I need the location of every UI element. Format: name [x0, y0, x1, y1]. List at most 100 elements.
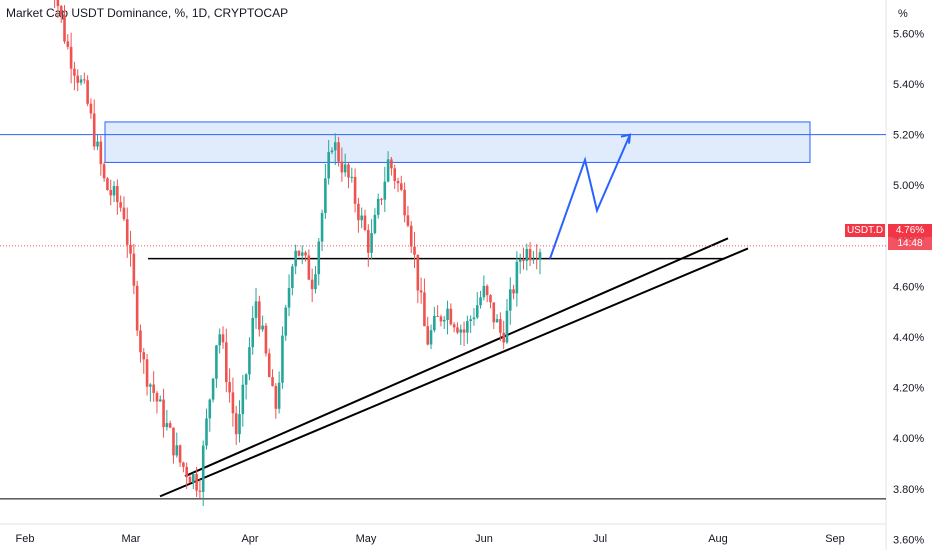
candle-body [168, 423, 172, 428]
candle-body [155, 392, 159, 402]
candle-body [178, 445, 182, 463]
candle-body [386, 159, 390, 182]
candle-body [505, 310, 509, 343]
candle-body [456, 327, 459, 333]
candle-body [287, 287, 291, 308]
candle-body [400, 183, 403, 190]
candle-body [109, 190, 113, 196]
symbol-label: USDT.D [845, 224, 885, 237]
candle-body [380, 198, 383, 200]
candle-body [165, 423, 169, 428]
candle-body [489, 295, 492, 303]
candle-body [274, 385, 278, 409]
candle-body [499, 319, 502, 333]
candle-body [492, 302, 496, 323]
candle-body [277, 382, 281, 409]
candle-body [188, 476, 192, 483]
candle-body [231, 392, 235, 414]
candle-body [145, 359, 149, 387]
candle-body [466, 321, 469, 333]
candle-body [442, 319, 446, 322]
candle-body [406, 215, 410, 226]
candle-body [99, 141, 103, 165]
candle-body [416, 254, 420, 291]
y-tick-label: 5.00% [893, 180, 924, 192]
candle-body [314, 274, 317, 290]
candle-body [248, 347, 251, 375]
candle-body [215, 345, 218, 379]
candle-body [218, 334, 222, 346]
candle-body [294, 250, 297, 267]
candle-body [383, 181, 387, 200]
candle-body [297, 250, 301, 256]
candle-body [149, 384, 152, 387]
x-tick-label: Mar [122, 533, 141, 545]
x-tick-label: Sep [825, 533, 845, 545]
candle-body [528, 248, 532, 261]
candle-body [205, 418, 208, 446]
candle-body [459, 329, 463, 333]
y-tick-label: 3.80% [893, 484, 924, 496]
x-tick-label: May [356, 533, 377, 545]
candle-body [267, 353, 271, 378]
candle-body [462, 329, 466, 333]
candle-body [106, 178, 109, 191]
candle-body [112, 186, 116, 196]
candle-body [238, 414, 241, 435]
candle-body [125, 219, 129, 245]
candle-body [350, 176, 354, 178]
candle-body [522, 259, 525, 261]
candle-body [132, 253, 136, 286]
candle-body [433, 315, 436, 331]
candle-body [482, 285, 486, 298]
candle-body [152, 384, 155, 393]
candle-body [221, 334, 225, 343]
candle-body [86, 80, 89, 104]
candle-body [469, 319, 472, 322]
candle-body [191, 474, 195, 483]
candle-body [122, 207, 126, 220]
projection-path [549, 134, 631, 259]
x-tick-label: Apr [241, 533, 258, 545]
candle-body [142, 352, 146, 360]
candle-body [436, 315, 439, 317]
candle-body [495, 319, 499, 323]
candle-body [538, 252, 542, 260]
candle-body [208, 399, 212, 419]
candle-body [83, 79, 86, 81]
candle-body [258, 301, 261, 330]
candle-body [198, 490, 202, 492]
candle-body [320, 213, 324, 242]
candle-body [515, 261, 519, 294]
candle-body [139, 330, 142, 353]
candle-body [508, 289, 512, 311]
candle-body [337, 142, 340, 162]
candle-body [330, 150, 334, 153]
candle-body [419, 290, 423, 293]
candle-body [324, 178, 327, 214]
candle-body [333, 142, 337, 151]
candle-body [525, 248, 529, 261]
candle-body [261, 325, 264, 330]
candle-body [300, 252, 304, 256]
candle-body [201, 445, 205, 492]
candle-body [172, 427, 175, 456]
candle-body [452, 324, 456, 328]
candle-body [158, 399, 162, 402]
candle-body [135, 285, 139, 331]
candle-body [92, 113, 96, 147]
candle-body [291, 266, 294, 288]
candle-body [449, 308, 453, 325]
candle-body [393, 168, 397, 182]
candle-body [119, 202, 122, 208]
candle-body [79, 79, 83, 83]
candle-body [366, 229, 370, 253]
candle-body [472, 317, 476, 320]
y-tick-label: 4.00% [893, 433, 924, 445]
candle-body [518, 259, 522, 262]
candle-body [426, 326, 430, 345]
candle-body [307, 255, 311, 280]
y-tick-label: 4.20% [893, 383, 924, 395]
candle-body [264, 325, 268, 354]
